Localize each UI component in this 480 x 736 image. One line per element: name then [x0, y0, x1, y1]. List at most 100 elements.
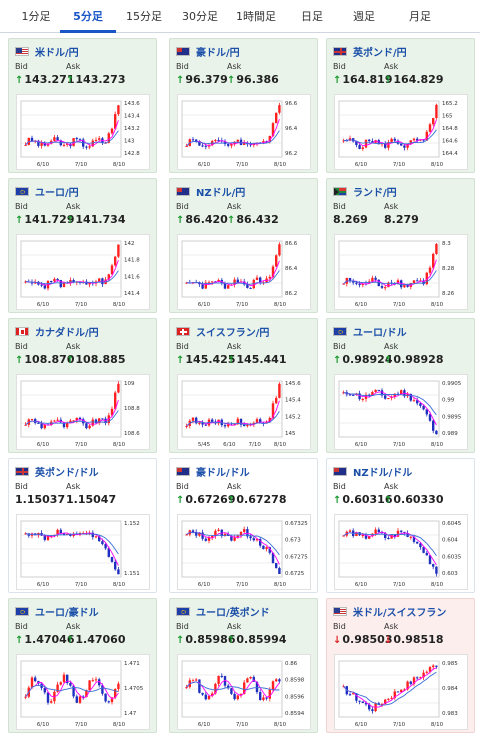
y-tick-label: 108.6: [124, 431, 140, 437]
arrow-up-icon: ↑: [384, 75, 393, 86]
candle-body: [98, 679, 101, 686]
rate-card[interactable]: 米ドル/スイスフラン Bid ↓0.98503 Ask ↓0.98518 0.985 0.9…: [326, 598, 475, 733]
candle-body: [101, 418, 104, 420]
candle-body: [201, 422, 204, 425]
bid-number: 0.85986: [185, 633, 236, 646]
x-tick-label: 7/10: [75, 582, 88, 588]
x-tick-label: 7/10: [75, 442, 88, 448]
rate-card[interactable]: 豪ドル/ドル Bid ↑0.67269 Ask ↑0.67278 0.67325 0.673…: [169, 458, 318, 593]
mini-candlestick-chart[interactable]: 143.6 143.4 143.2 143 142.8 6/10 7/10 8/10: [16, 94, 150, 170]
candle-body: [243, 682, 246, 695]
mini-candlestick-chart[interactable]: 145.6 145.4 145.2 145 5/45 6/10 7/10 8/10: [177, 374, 311, 450]
candle-body: [56, 684, 59, 692]
pair-name-link[interactable]: ユーロ/円: [35, 187, 79, 199]
candle-body: [361, 535, 364, 537]
mini-candlestick-chart[interactable]: 8.3 8.28 8.26 6/10 7/10 8/10: [334, 234, 468, 310]
candle-body: [246, 284, 249, 288]
arrow-up-icon: ↑: [333, 75, 342, 86]
y-tick-label: 0.8594: [285, 711, 305, 717]
moving-average-line: [25, 130, 119, 146]
mini-candlestick-chart[interactable]: 86.6 86.4 86.2 6/10 7/10 8/10: [177, 234, 311, 310]
candle-body: [252, 538, 255, 541]
candle-body: [387, 538, 390, 540]
pair-name-link[interactable]: 米ドル/円: [35, 47, 79, 59]
pair-name-link[interactable]: ランド/円: [353, 187, 397, 199]
pair-name-link[interactable]: ユーロ/豪ドル: [35, 607, 99, 619]
candle-body: [243, 281, 246, 285]
pair-name-link[interactable]: 豪ドル/ドル: [196, 467, 250, 479]
tab-1[interactable]: 5分足: [60, 0, 116, 33]
rate-card[interactable]: カナダドル/円 Bid ↑108.870 Ask ↑108.885 109 108.8 108…: [8, 318, 157, 453]
rate-card[interactable]: 英ポンド/円 Bid ↑164.819 Ask ↑164.829 165.2 165 164.…: [326, 38, 475, 173]
candle-body: [236, 695, 239, 700]
bid-label: Bid: [15, 62, 28, 71]
tab-2[interactable]: 15分足: [126, 10, 162, 23]
pair-name-link[interactable]: ユーロ/ドル: [353, 327, 407, 339]
candle-body: [233, 279, 236, 285]
ask-value: 8.279: [384, 213, 419, 226]
pair-name-link[interactable]: NZドル/ドル: [353, 467, 413, 479]
mini-candlestick-chart[interactable]: 0.9905 0.99 0.9895 0.989 6/10 7/10 8/10: [334, 374, 468, 450]
rate-card[interactable]: ランド/円 Bid 8.269 Ask 8.279 8.3 8.28 8.26 6/10 7/10…: [326, 178, 475, 313]
tab-0[interactable]: 1分足: [21, 10, 51, 23]
pair-name-link[interactable]: NZドル/円: [196, 187, 246, 199]
x-tick-label: 6/10: [198, 582, 211, 588]
tab-6[interactable]: 週足: [353, 10, 375, 23]
candle-body: [37, 140, 40, 146]
rate-card[interactable]: ユーロ/豪ドル Bid ↑1.47046 Ask ↑1.47060 1.471 1.4705…: [8, 598, 157, 733]
pair-name-link[interactable]: 米ドル/スイスフラン: [353, 607, 447, 619]
rate-card[interactable]: NZドル/円 Bid ↑86.420 Ask ↑86.432 86.6 86.4 86.2 6/…: [169, 178, 318, 313]
candle-body: [268, 689, 271, 699]
pair-name-link[interactable]: スイスフラン/円: [196, 327, 270, 339]
rate-card[interactable]: NZドル/ドル Bid ↑0.60316 Ask ↑0.60330 0.6045 0.604…: [326, 458, 475, 593]
rate-card[interactable]: ユーロ/英ポンド Bid ↑0.85986 Ask ↑0.85994 0.86 0.8598…: [169, 598, 318, 733]
mini-candlestick-chart[interactable]: 165.2 165 164.8 164.6 164.4 6/10 7/10 8/10: [334, 94, 468, 170]
mini-candlestick-chart[interactable]: 0.67325 0.673 0.67275 0.6725 6/10 7/10 8/10: [177, 514, 311, 590]
mini-candlestick-chart[interactable]: 0.86 0.8598 0.8596 0.8594 6/10 7/10 8/10: [177, 654, 311, 730]
candle-body: [259, 539, 262, 546]
y-tick-label: 145: [285, 431, 296, 437]
tab-7[interactable]: 月足: [409, 10, 431, 23]
mini-candlestick-chart[interactable]: 0.985 0.984 0.983 6/10 7/10 8/10: [334, 654, 468, 730]
mini-candlestick-chart[interactable]: 1.471 1.4705 1.47 6/10 7/10 8/10: [16, 654, 150, 730]
plot-frame: [181, 660, 283, 718]
y-tick-label: 145.6: [285, 381, 301, 387]
candle-body: [358, 393, 361, 400]
mini-candlestick-chart[interactable]: 96.6 96.4 96.2 6/10 7/10 8/10: [177, 94, 311, 170]
moving-average-line: [343, 391, 437, 426]
bid-number: 1.47046: [24, 633, 75, 646]
rate-card[interactable]: スイスフラン/円 Bid ↑145.425 Ask ↑145.441 145.6 145.4…: [169, 318, 318, 453]
x-tick-label: 6/10: [223, 442, 236, 448]
mini-candlestick-chart[interactable]: 142 141.8 141.6 141.4 6/10 7/10 8/10: [16, 234, 150, 310]
rate-card[interactable]: ユーロ/円 Bid ↑141.729 Ask ↑141.734 142 141.8 141.6…: [8, 178, 157, 313]
candle-body: [435, 566, 438, 574]
pair-name-link[interactable]: ユーロ/英ポンド: [196, 607, 270, 619]
rate-card[interactable]: 英ポンド/ドル Bid 1.15037 Ask 1.15047 1.152 1.151 6/1…: [8, 458, 157, 593]
mini-candlestick-chart[interactable]: 0.6045 0.604 0.6035 0.603 6/10 7/10 8/10: [334, 514, 468, 590]
pair-name-link[interactable]: カナダドル/円: [35, 327, 99, 339]
us-flag-icon: [15, 46, 29, 56]
candle-body: [364, 535, 368, 539]
rate-card[interactable]: 豪ドル/円 Bid ↑96.379 Ask ↑96.386 96.6 96.4 96.2 6/1…: [169, 38, 318, 173]
tab-3[interactable]: 30分足: [182, 10, 218, 23]
pair-name-link[interactable]: 英ポンド/ドル: [35, 467, 99, 479]
candle-body: [59, 682, 62, 685]
rate-card[interactable]: ユーロ/ドル Bid ↑0.98924 Ask ↑0.98928 0.9905 0.99 0.…: [326, 318, 475, 453]
rate-card[interactable]: 米ドル/円 Bid ↑143.271 Ask ↑143.273 143.6 143.4 143…: [8, 38, 157, 173]
tab-4[interactable]: 1時間足: [236, 10, 276, 23]
tab-5[interactable]: 日足: [301, 10, 323, 23]
candle-body: [396, 530, 400, 537]
card-header: スイスフラン/円: [176, 325, 270, 339]
ask-value: ↑141.734: [66, 213, 126, 226]
candle-body: [380, 286, 384, 288]
ask-number: 1.47060: [75, 633, 126, 646]
pair-name-link[interactable]: 豪ドル/円: [196, 47, 240, 59]
timeframe-tabs: 1分足 5分足 15分足 30分足 1時間足 日足 週足 月足: [0, 0, 480, 33]
ask-label: Ask: [227, 622, 242, 631]
x-tick-label: 6/10: [37, 722, 50, 728]
mini-candlestick-chart[interactable]: 1.152 1.151 6/10 7/10 8/10: [16, 514, 150, 590]
pair-name-link[interactable]: 英ポンド/円: [353, 47, 407, 59]
candle-body: [380, 703, 384, 705]
candle-body: [432, 420, 435, 431]
mini-candlestick-chart[interactable]: 109 108.8 108.6 6/10 7/10 8/10: [16, 374, 150, 450]
